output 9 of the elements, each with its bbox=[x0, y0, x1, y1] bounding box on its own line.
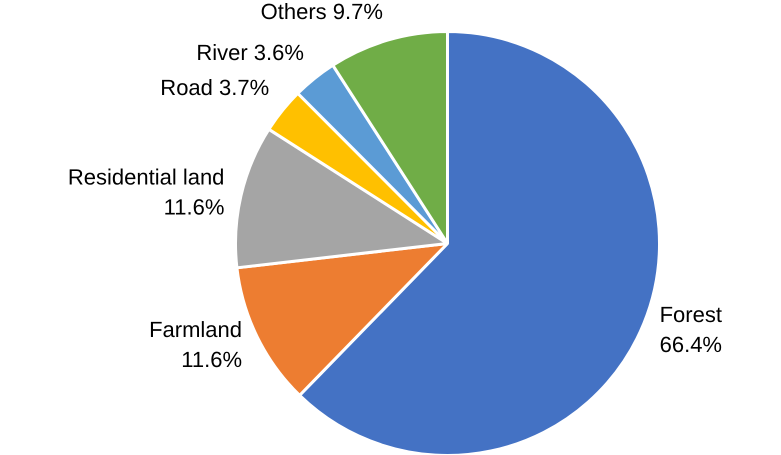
data-label: 66.4% bbox=[660, 332, 722, 358]
data-label: 11.6% bbox=[164, 194, 224, 220]
slice-label: Forest bbox=[660, 302, 722, 328]
data-label: 11.6% bbox=[181, 346, 242, 372]
slice-label: River 3.6% bbox=[196, 40, 304, 66]
slice-label: Residential land bbox=[68, 164, 224, 190]
slice-label: Others 9.7% bbox=[260, 0, 383, 24]
slice-label: Road 3.7% bbox=[160, 74, 270, 100]
slice-label: Farmland bbox=[149, 316, 242, 342]
